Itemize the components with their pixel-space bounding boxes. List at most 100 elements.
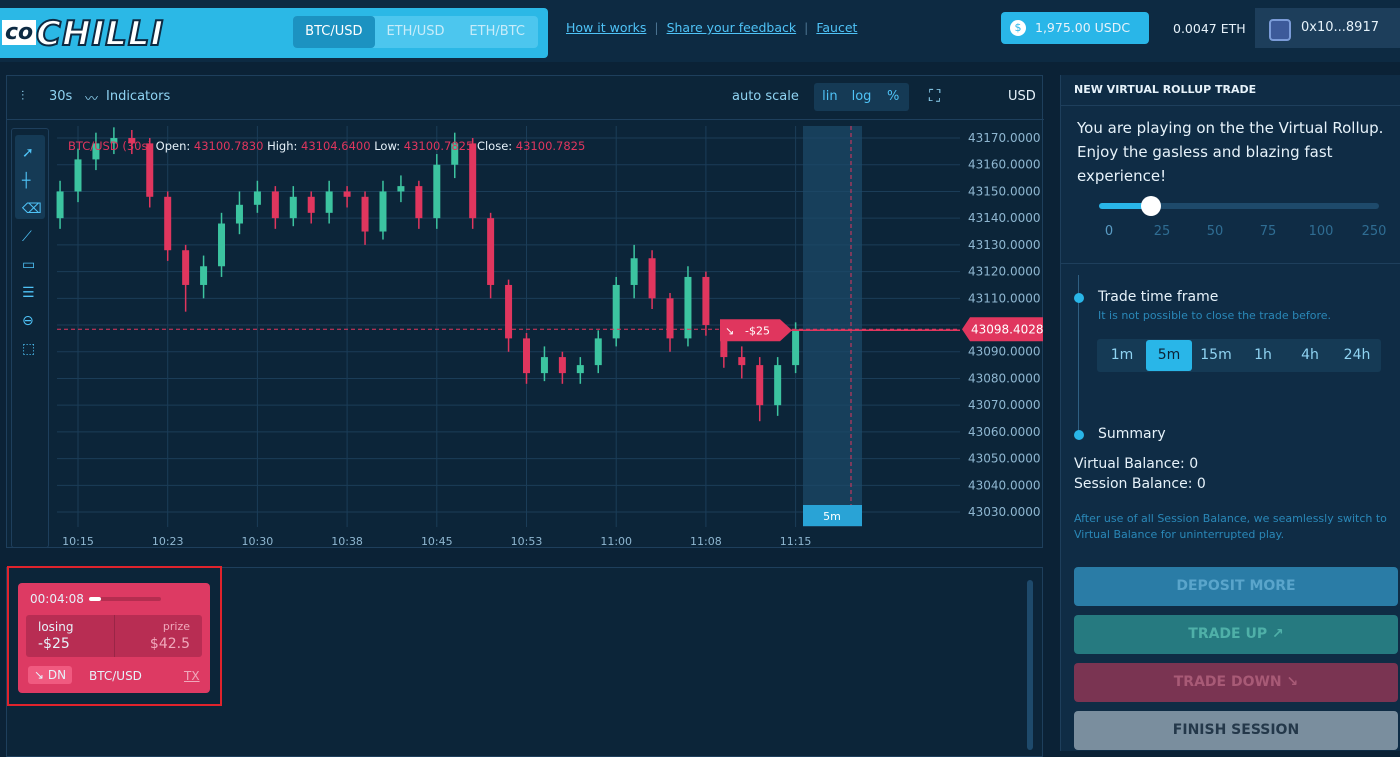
- timer: 00:04:08: [30, 592, 84, 606]
- y-tick-label: 43120.0000: [968, 265, 1041, 279]
- candle-body: [558, 357, 566, 374]
- candle-body: [469, 143, 477, 219]
- wallet-button[interactable]: 0x10...8917: [1255, 8, 1400, 48]
- pair-tab[interactable]: BTC/USD: [293, 16, 375, 48]
- scale-option[interactable]: log: [851, 89, 872, 104]
- summary-title: Summary: [1098, 426, 1166, 442]
- indicators[interactable]: Indicators: [106, 89, 171, 104]
- candle-body: [56, 191, 64, 219]
- pair-tab[interactable]: ETH/USD: [386, 24, 445, 39]
- logo-main: CHILLI: [35, 13, 165, 55]
- timeframe-option[interactable]: 5m: [1146, 340, 1192, 371]
- candle-body: [218, 223, 226, 267]
- legend: BTC/USD (30s) Open: 43100.7830 High: 431…: [68, 139, 585, 153]
- y-tick-label: 43150.0000: [968, 184, 1041, 198]
- y-tick-label: 43090.0000: [968, 345, 1041, 359]
- timeframe-option[interactable]: 15m: [1200, 347, 1232, 363]
- legend-value: 43100.7825: [516, 139, 586, 153]
- candle-body: [253, 191, 261, 205]
- candle-body: [361, 196, 369, 232]
- legend-label: High:: [267, 139, 301, 153]
- action-button[interactable]: TRADE DOWN ↘: [1074, 663, 1398, 702]
- slider-handle[interactable]: [1141, 196, 1161, 216]
- nav-link[interactable]: How it works: [566, 20, 647, 35]
- slider-tick: 75: [1259, 224, 1277, 239]
- summary-note: After use of all Session Balance, we sea…: [1074, 512, 1387, 541]
- slider-tick: 0: [1104, 224, 1114, 239]
- candle-body: [702, 276, 710, 326]
- divider: [114, 615, 115, 657]
- tx-link[interactable]: TX: [184, 669, 200, 683]
- legend-value: 43100.7825: [404, 139, 477, 153]
- interval[interactable]: 30s: [49, 89, 73, 104]
- x-tick-label: 10:53: [511, 535, 543, 548]
- y-tick-label: 43050.0000: [968, 452, 1041, 466]
- x-tick-label: 10:15: [62, 535, 94, 548]
- y-tick-label: 43060.0000: [968, 425, 1041, 439]
- y-tick-label: 43170.0000: [968, 131, 1041, 145]
- x-tick-label: 10:23: [152, 535, 184, 548]
- candle-body: [325, 191, 333, 213]
- timeframe-option[interactable]: 24h: [1343, 347, 1371, 363]
- x-tick-label: 10:45: [421, 535, 453, 548]
- x-tick-label: 11:08: [690, 535, 722, 548]
- time-window: [803, 126, 862, 527]
- timeframe-option[interactable]: 1h: [1254, 347, 1272, 363]
- pair-tab[interactable]: ETH/BTC: [469, 24, 525, 39]
- candle-body: [110, 138, 118, 144]
- trade-card[interactable]: 00:04:08 losing -$25 prize $42.5 ↘ DN BT…: [18, 583, 210, 693]
- auto-scale[interactable]: auto scale: [732, 89, 799, 104]
- candle-body: [774, 365, 782, 406]
- nav-link[interactable]: Share your feedback: [666, 20, 797, 35]
- y-tick-label: 43080.0000: [968, 371, 1041, 385]
- y-tick-label: 43070.0000: [968, 398, 1041, 412]
- balance-button[interactable]: 1,975.00 USDC: [1001, 12, 1149, 44]
- legend-label: Close:: [477, 139, 516, 153]
- candle-body: [397, 186, 405, 192]
- divider: [1061, 105, 1400, 106]
- logo[interactable]: coCHILLI: [2, 13, 165, 55]
- candle-body: [451, 143, 459, 165]
- candle-body: [74, 159, 82, 192]
- slider-tick: 100: [1308, 224, 1334, 239]
- scale-group: lin log%: [814, 83, 909, 111]
- candle-body: [738, 357, 746, 366]
- timeframe-note: It is not possible to close the trade be…: [1098, 309, 1332, 322]
- candle-body: [792, 329, 800, 366]
- action-button[interactable]: DEPOSIT MORE: [1074, 567, 1398, 606]
- prize-label: prize: [162, 620, 190, 633]
- timeframe-option[interactable]: 1m: [1110, 347, 1134, 363]
- tool-icons[interactable]: ➚ ┼ ⌫ ⟋ ▭ ☰ ⊖ ⬚: [22, 145, 42, 357]
- nav-link[interactable]: Faucet: [816, 20, 858, 35]
- timeframe-option[interactable]: 4h: [1301, 347, 1319, 363]
- y-tick-label: 43130.0000: [968, 238, 1041, 252]
- candle-body: [200, 266, 208, 285]
- eth-balance: 0.0047 ETH: [1173, 21, 1246, 36]
- scrollbar: [1027, 580, 1033, 750]
- position-tag: [720, 319, 792, 342]
- action-button[interactable]: TRADE UP ↗: [1074, 615, 1398, 654]
- candle-body: [756, 365, 764, 406]
- y-tick-label: 43030.0000: [968, 505, 1041, 519]
- chart: 43030.0000 43040.0000 43050.0000 43060.0000…: [56, 126, 1044, 548]
- candle-body: [164, 196, 172, 251]
- fullscreen-icon[interactable]: ⛶: [929, 86, 941, 105]
- candle-body: [92, 143, 100, 160]
- candle-body: [487, 218, 495, 285]
- action-button[interactable]: FINISH SESSION: [1074, 711, 1398, 750]
- y-tick-label: 43140.0000: [968, 211, 1041, 225]
- candle-body: [540, 357, 548, 374]
- slider-track[interactable]: [1099, 203, 1379, 209]
- pair-tabs: BTC/USD ETH/USD ETH/BTC: [293, 16, 538, 48]
- pair-box: coCHILLI BTC/USD ETH/USD ETH/BTC: [0, 8, 548, 58]
- slider-tick: 50: [1206, 224, 1224, 239]
- top-bar: coCHILLI BTC/USD ETH/USD ETH/BTC How it wo…: [0, 0, 1400, 62]
- pair: BTC/USD: [89, 669, 142, 683]
- scale-option[interactable]: %: [887, 89, 900, 104]
- icon: ⫶: [21, 89, 25, 104]
- amount: -$25: [38, 636, 70, 652]
- timer-bar: [89, 597, 161, 601]
- chart-panel: ⫶ 30s 〰 Indicators auto scale lin log% ⛶ …: [6, 75, 1044, 548]
- candle-body: [594, 338, 602, 366]
- scale-option[interactable]: lin: [822, 89, 838, 104]
